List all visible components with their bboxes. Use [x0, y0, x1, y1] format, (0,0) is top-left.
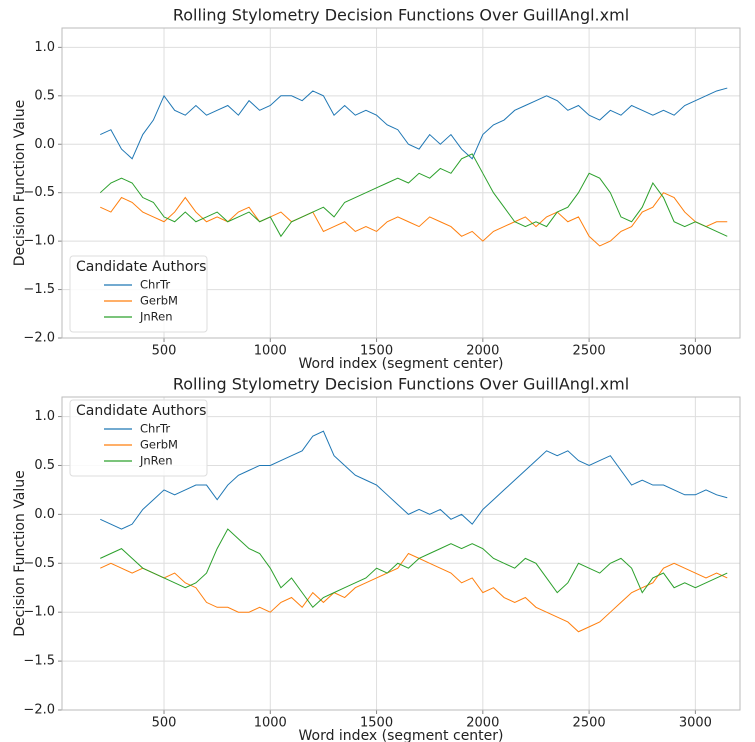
y-tick-label: 1.0 — [34, 40, 55, 55]
series-line — [100, 87, 728, 160]
y-tick-label: 0.0 — [34, 137, 55, 152]
y-tick-label: 0.5 — [34, 458, 55, 473]
x-tick-label: 1500 — [360, 716, 393, 731]
legend-label: ChrTr — [140, 278, 170, 292]
y-tick-label: −2.0 — [23, 331, 55, 346]
x-tick-label: 1000 — [254, 716, 287, 731]
legend: Candidate Authors ChrTr GerbM JnRen — [69, 399, 208, 477]
legend-box — [69, 399, 208, 477]
y-tick-label: −1.0 — [23, 234, 55, 249]
plot-frame — [61, 396, 741, 711]
x-tick-label: 2000 — [466, 716, 499, 731]
y-tick-label: −1.0 — [23, 605, 55, 620]
legend-label: JnRen — [139, 310, 173, 324]
y-tick-label: 0.5 — [34, 88, 55, 103]
x-tick-label: 1500 — [360, 344, 393, 359]
legend-title: Candidate Authors — [76, 259, 206, 275]
series-line — [100, 528, 728, 609]
legend-label: JnRen — [139, 454, 173, 468]
y-axis-label: Decision Function Value — [12, 470, 28, 637]
legend-box — [69, 255, 208, 333]
legend-label: GerbM — [140, 294, 178, 308]
x-tick-label: 3000 — [679, 344, 712, 359]
x-axis-label: Word index (segment center) — [298, 728, 503, 742]
y-tick-label: −0.5 — [23, 185, 55, 200]
x-tick-label: 3000 — [679, 716, 712, 731]
legend-label: GerbM — [140, 438, 178, 452]
x-tick-label: 2500 — [573, 716, 606, 731]
chart-title: Rolling Stylometry Decision Functions Ov… — [173, 375, 629, 394]
y-tick-label: −1.5 — [23, 282, 55, 297]
x-tick-label: 2000 — [466, 344, 499, 359]
x-axis-label: Word index (segment center) — [298, 356, 503, 372]
x-tick-label: 500 — [152, 716, 177, 731]
x-tick-label: 500 — [152, 344, 177, 359]
y-axis-label: Decision Function Value — [12, 100, 28, 267]
plot-frame — [61, 27, 741, 339]
y-tick-label: −1.5 — [23, 654, 55, 669]
chart-title: Rolling Stylometry Decision Functions Ov… — [173, 6, 629, 25]
y-tick-label: 0.0 — [34, 507, 55, 522]
series-line — [100, 552, 728, 633]
series-line — [99, 153, 728, 238]
x-tick-label: 2500 — [573, 344, 606, 359]
y-tick-label: −0.5 — [23, 556, 55, 571]
legend-label: ChrTr — [140, 422, 170, 436]
series-line — [100, 192, 728, 247]
y-tick-label: 1.0 — [34, 409, 55, 424]
legend: Candidate Authors ChrTr GerbM JnRen — [69, 255, 208, 333]
series-line — [100, 430, 728, 530]
y-tick-label: −2.0 — [23, 703, 55, 718]
x-tick-label: 1000 — [254, 344, 287, 359]
legend-title: Candidate Authors — [76, 403, 206, 419]
